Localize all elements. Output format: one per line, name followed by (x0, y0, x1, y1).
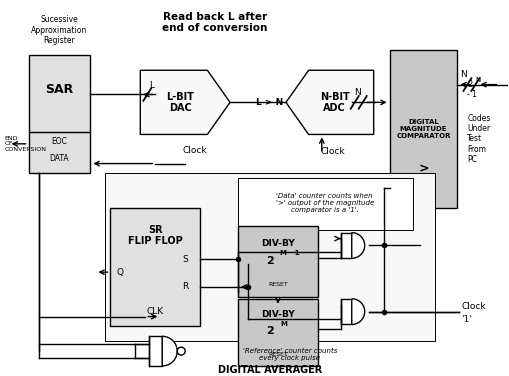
Polygon shape (352, 299, 364, 324)
Text: S: S (182, 255, 188, 264)
Text: DIGITAL
MAGNITUDE
COMPARATOR: DIGITAL MAGNITUDE COMPARATOR (397, 119, 451, 139)
Text: RESET: RESET (268, 282, 288, 288)
Bar (238, 299, 318, 366)
Polygon shape (162, 336, 177, 366)
Text: CLK: CLK (147, 307, 164, 316)
Text: L: L (149, 81, 154, 90)
Text: DIV-BY: DIV-BY (261, 239, 295, 248)
Bar (110, 208, 200, 326)
Text: Read back L after
end of conversion: Read back L after end of conversion (162, 12, 268, 33)
Text: DIGITAL AVERAGER: DIGITAL AVERAGER (218, 365, 322, 375)
Text: SR
FLIP FLOP: SR FLIP FLOP (128, 225, 183, 246)
Polygon shape (149, 336, 162, 366)
Circle shape (177, 347, 185, 355)
Text: >: > (418, 162, 429, 175)
Text: Clock: Clock (321, 147, 345, 156)
Bar (238, 226, 318, 297)
Polygon shape (341, 299, 352, 324)
Text: DIV-BY: DIV-BY (261, 310, 295, 319)
Text: 'Data' counter counts when
'>' output of the magnitude
comparator is a '1'.: 'Data' counter counts when '>' output of… (276, 193, 374, 213)
Text: Clock: Clock (462, 302, 486, 311)
Text: L > N: L > N (257, 98, 284, 107)
Text: SAR: SAR (45, 83, 74, 96)
Text: M - 1: M - 1 (280, 250, 300, 256)
Text: Sucessive
Approximation
Register: Sucessive Approximation Register (32, 15, 88, 45)
Polygon shape (140, 70, 230, 135)
Text: EOC: EOC (51, 137, 68, 146)
Text: 2: 2 (266, 326, 274, 337)
Text: DATA: DATA (50, 154, 69, 163)
Text: END
OF
CONVERSION: END OF CONVERSION (5, 135, 47, 152)
Polygon shape (341, 233, 352, 258)
Bar (105, 173, 435, 341)
Text: Clock: Clock (183, 146, 208, 155)
Text: N-BIT
ADC: N-BIT ADC (320, 92, 350, 113)
Text: Q: Q (117, 268, 124, 277)
Text: R: R (182, 282, 188, 291)
Polygon shape (352, 233, 364, 258)
Text: L-BIT
DAC: L-BIT DAC (166, 92, 194, 113)
Text: Codes
Under
Test
From
PC: Codes Under Test From PC (467, 114, 491, 164)
Bar (389, 50, 458, 208)
Polygon shape (286, 70, 374, 135)
Text: N: N (354, 88, 361, 97)
Text: N: N (475, 77, 480, 83)
Text: RESET: RESET (268, 352, 288, 356)
Text: N: N (460, 70, 467, 79)
Text: 2: 2 (467, 80, 473, 89)
Text: - 1: - 1 (467, 90, 477, 99)
Text: 'Reference' counter counts
every clock pulse: 'Reference' counter counts every clock p… (243, 347, 337, 361)
Bar (238, 178, 413, 230)
Text: '1': '1' (462, 315, 472, 324)
Text: M: M (280, 321, 287, 327)
Text: 2: 2 (266, 256, 274, 266)
Bar (29, 55, 91, 173)
